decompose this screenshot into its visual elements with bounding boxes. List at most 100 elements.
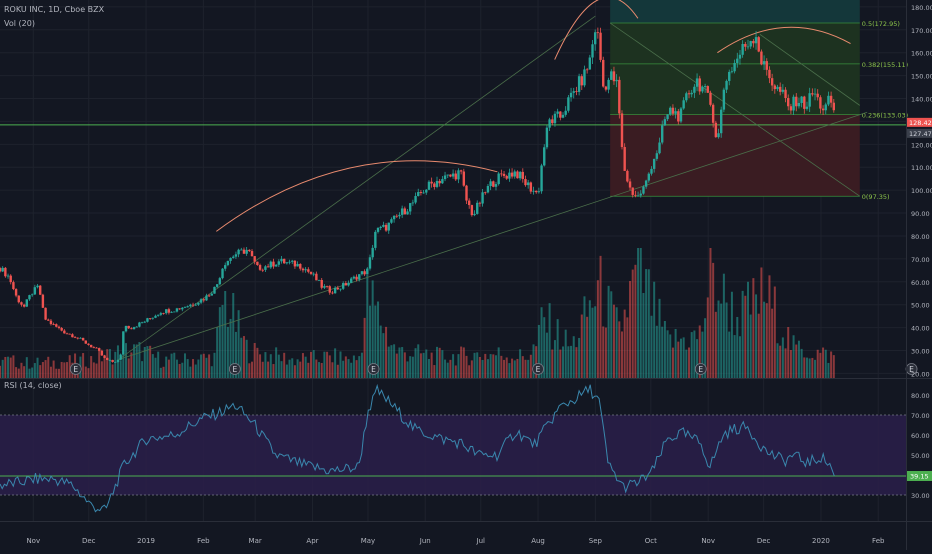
volume-bar [473,352,476,378]
candle-body [449,174,452,177]
volume-bar [95,363,98,378]
volume-bar [162,366,165,378]
candle-body [757,37,760,52]
candle-body [199,299,203,303]
volume-bar [768,275,771,378]
volume-bar [462,347,465,378]
candle-body [658,142,661,154]
volume-bar [430,352,433,378]
volume-bar [135,344,138,378]
candle-body [695,78,699,87]
candle-body [173,311,176,313]
volume-bar [519,349,522,378]
price-tick-label: 170.00 [911,27,932,35]
volume-bar [328,355,331,378]
candle-body [122,331,125,355]
candle-body [135,326,138,328]
candle-body [65,333,69,335]
volume-bar [454,365,457,378]
candle-body [666,114,669,120]
volume-bar [760,267,763,378]
volume-bar [242,336,245,378]
candle-body [470,205,474,216]
candle-body [181,307,184,310]
volume-bar [771,308,774,378]
candle-body [400,208,404,215]
candle-body [68,333,71,335]
volume-bar [776,343,779,378]
volume-bar [529,354,532,378]
volume-bar [283,352,286,378]
candle-body [733,62,736,72]
candle-body [414,196,417,203]
candle-body [293,260,297,267]
candle-body [741,43,744,55]
volume-bar [224,291,227,378]
volume-bar [709,248,712,378]
volume-bar [650,315,653,378]
candle-body [55,324,58,327]
volume-bar [9,357,12,378]
candle-body [567,97,570,111]
candle-body [6,275,10,277]
volume-bar [610,291,613,378]
candle-body [159,313,163,315]
candle-body [73,337,77,339]
candle-body [478,202,482,204]
candle-body [738,54,742,59]
candle-body [269,261,272,268]
volume-bar [267,361,270,378]
x-tick-label: Oct [645,537,657,545]
x-tick-label: Mar [249,537,262,545]
candle-body [140,322,144,324]
x-tick-label: Feb [197,537,210,545]
volume-bar [371,280,374,378]
volume-bar [60,361,63,378]
candle-body [752,40,755,44]
volume-bar [374,305,377,378]
volume-bar [307,362,310,378]
volume-bar [15,367,18,378]
candle-body [510,172,514,177]
volume-bar [722,273,725,378]
volume-bar [108,349,111,378]
volume-bar [170,353,173,378]
volume-bar [226,326,229,378]
volume-bar [159,367,162,378]
volume-bar [596,280,599,378]
volume-bar [594,306,597,378]
volume-bar [189,366,192,378]
candle-body [537,191,541,193]
volume-bar [822,347,825,378]
candle-body [309,271,313,274]
volume-bar [52,360,55,378]
volume-bar [336,364,339,378]
candle-body [417,192,420,197]
volume-bar [352,355,355,378]
volume-bar [342,360,345,378]
candle-body [559,111,562,118]
volume-bar [476,352,479,378]
candle-body [339,288,342,290]
volume-bar [677,341,680,378]
candle-body [100,350,104,356]
volume-bar [489,354,492,378]
rsi-line [0,383,835,513]
volume-bar [248,363,251,378]
volume-bar [315,359,318,378]
candle-body [0,268,2,272]
candle-body [768,69,771,79]
volume-bar [229,318,232,378]
candle-body [765,61,768,70]
candle-body [441,179,444,184]
candle-body [588,57,592,70]
candle-body [419,192,423,194]
volume-bar [165,356,168,378]
volume-bar [607,285,610,378]
volume-bar [521,356,524,378]
candle-body [789,106,793,111]
volume-bar [181,362,184,378]
volume-bar [811,357,814,378]
candle-body [671,107,675,114]
